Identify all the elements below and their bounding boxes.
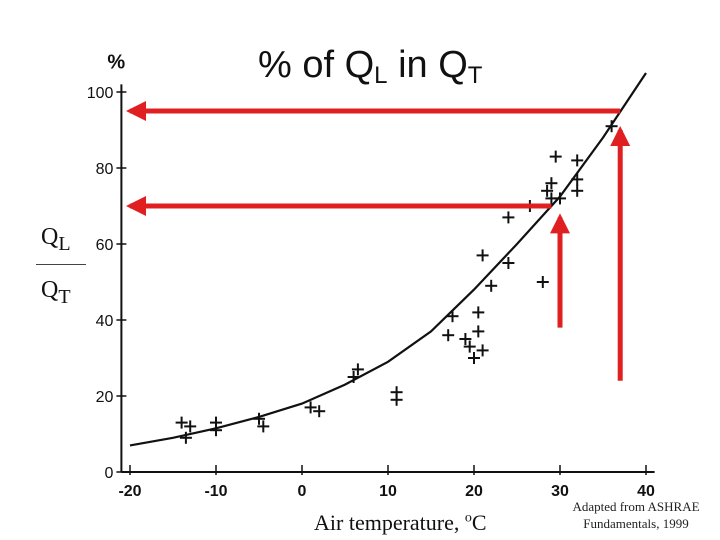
x-tick-label: 10 <box>379 483 397 500</box>
data-point <box>472 325 485 338</box>
data-point <box>536 276 549 288</box>
data-point <box>476 344 489 357</box>
data-point <box>210 424 222 437</box>
x-ticks: -20 -10 0 10 20 30 40 <box>118 465 655 500</box>
data-points <box>175 120 618 444</box>
data-point <box>257 420 270 433</box>
data-point <box>347 371 360 383</box>
data-point <box>549 150 562 163</box>
data-point <box>541 184 554 197</box>
y-ratio-numerator: QL <box>41 224 71 255</box>
y-tick-label: 20 <box>96 389 114 406</box>
data-point <box>446 310 459 323</box>
data-point <box>390 393 403 406</box>
y-ticks: 0 20 40 60 80 100 <box>87 85 127 482</box>
x-axis-title: Air temperature, oC <box>314 510 487 535</box>
data-point <box>571 154 584 167</box>
data-point <box>545 177 558 190</box>
x-tick-label: -10 <box>204 483 227 500</box>
data-point <box>476 249 489 262</box>
data-point <box>502 211 515 224</box>
data-point <box>571 184 584 197</box>
x-tick-label: -20 <box>118 483 141 500</box>
data-point <box>313 405 326 418</box>
credit-line-1: Adapted from ASHRAE <box>572 499 700 514</box>
data-point <box>175 416 188 429</box>
credit-line-2: Fundamentals, 1999 <box>583 516 689 531</box>
data-point <box>459 333 472 345</box>
x-tick-label: 0 <box>298 483 307 500</box>
data-point <box>442 329 455 342</box>
data-point <box>184 420 197 433</box>
x-tick-label: 20 <box>465 483 483 500</box>
data-point <box>468 352 480 364</box>
x-tick-label: 30 <box>551 483 569 500</box>
data-point <box>304 401 317 414</box>
y-tick-label: 0 <box>104 465 113 482</box>
y-tick-label: 100 <box>87 85 114 102</box>
data-point <box>502 257 515 269</box>
y-tick-label: 40 <box>96 313 114 330</box>
data-point <box>351 363 364 376</box>
x-tick-label: 40 <box>637 483 655 500</box>
chart-title: % of QL in QT <box>258 44 483 89</box>
data-point <box>554 192 566 205</box>
data-point <box>179 431 192 444</box>
source-credit: Adapted from ASHRAE Fundamentals, 1999 <box>556 498 716 532</box>
fit-curve <box>129 72 647 447</box>
data-point <box>485 279 498 292</box>
y-unit-label: % <box>107 51 125 73</box>
data-point <box>463 340 476 353</box>
annotation-arrows <box>126 101 631 381</box>
data-point <box>571 173 584 186</box>
y-tick-label: 60 <box>96 237 114 254</box>
data-point <box>472 306 485 319</box>
y-ratio-divider <box>36 264 86 265</box>
data-point <box>253 412 265 425</box>
y-tick-label: 80 <box>96 161 114 178</box>
y-ratio-denominator: QT <box>41 277 71 308</box>
